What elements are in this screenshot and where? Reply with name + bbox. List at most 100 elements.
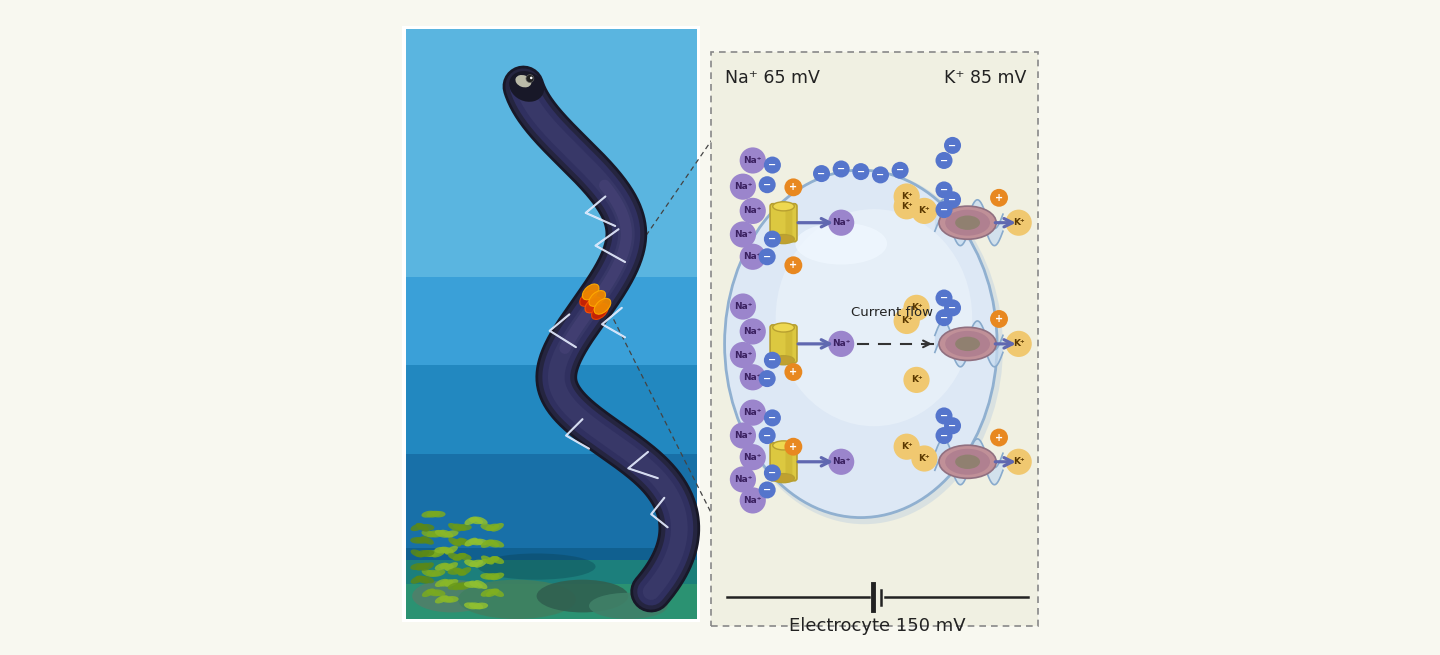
- Circle shape: [730, 293, 756, 320]
- Text: Na⁺: Na⁺: [734, 350, 752, 360]
- Text: +: +: [995, 314, 1004, 324]
- Text: +: +: [789, 441, 798, 452]
- FancyBboxPatch shape: [406, 548, 697, 619]
- Ellipse shape: [595, 299, 611, 314]
- Circle shape: [903, 367, 930, 393]
- Text: Na⁺: Na⁺: [743, 327, 762, 336]
- Ellipse shape: [452, 523, 467, 531]
- Text: +: +: [995, 432, 1004, 443]
- Ellipse shape: [445, 596, 458, 603]
- Circle shape: [991, 310, 1008, 328]
- Ellipse shape: [431, 511, 445, 517]
- Ellipse shape: [795, 223, 887, 265]
- Text: −: −: [763, 252, 772, 262]
- Circle shape: [740, 364, 766, 390]
- Ellipse shape: [458, 538, 472, 546]
- Ellipse shape: [420, 536, 435, 544]
- Ellipse shape: [726, 170, 1002, 524]
- Text: Na⁺: Na⁺: [743, 156, 762, 165]
- Ellipse shape: [445, 530, 458, 538]
- Ellipse shape: [458, 580, 576, 619]
- FancyBboxPatch shape: [770, 325, 796, 363]
- Ellipse shape: [485, 557, 500, 563]
- Circle shape: [740, 400, 766, 426]
- Circle shape: [730, 174, 756, 200]
- Text: Na⁺: Na⁺: [734, 182, 752, 191]
- Text: K⁺: K⁺: [1012, 218, 1024, 227]
- Text: −: −: [877, 170, 884, 180]
- Text: +: +: [789, 260, 798, 271]
- Ellipse shape: [469, 559, 482, 568]
- Text: Current flow: Current flow: [851, 306, 933, 319]
- Text: +: +: [995, 193, 1004, 203]
- Ellipse shape: [410, 524, 425, 531]
- Ellipse shape: [415, 523, 429, 531]
- Text: −: −: [763, 430, 772, 441]
- Text: −: −: [940, 430, 948, 441]
- Circle shape: [730, 466, 756, 493]
- Text: −: −: [769, 468, 776, 478]
- Text: K⁺: K⁺: [901, 192, 913, 201]
- Ellipse shape: [435, 530, 448, 538]
- Ellipse shape: [510, 71, 544, 102]
- Text: K⁺: K⁺: [901, 202, 913, 211]
- Ellipse shape: [955, 337, 981, 351]
- Circle shape: [945, 417, 960, 434]
- Ellipse shape: [516, 75, 531, 87]
- Text: K⁺: K⁺: [901, 316, 913, 326]
- Ellipse shape: [582, 284, 599, 300]
- Ellipse shape: [435, 563, 448, 571]
- Ellipse shape: [439, 595, 454, 603]
- Ellipse shape: [426, 590, 441, 596]
- Ellipse shape: [464, 559, 478, 567]
- Text: −: −: [949, 421, 956, 431]
- Ellipse shape: [485, 573, 500, 580]
- Ellipse shape: [490, 524, 504, 531]
- Text: K⁺: K⁺: [919, 454, 930, 463]
- Ellipse shape: [773, 323, 795, 332]
- Ellipse shape: [585, 297, 602, 313]
- Ellipse shape: [441, 546, 454, 555]
- Circle shape: [832, 160, 850, 178]
- Ellipse shape: [448, 538, 461, 546]
- Ellipse shape: [452, 582, 467, 590]
- Ellipse shape: [491, 572, 504, 580]
- Ellipse shape: [469, 581, 484, 588]
- Circle shape: [759, 370, 776, 387]
- Ellipse shape: [773, 202, 795, 211]
- Circle shape: [991, 428, 1008, 447]
- Ellipse shape: [435, 547, 449, 553]
- Text: −: −: [763, 179, 772, 190]
- Text: −: −: [857, 166, 865, 177]
- Ellipse shape: [491, 555, 504, 565]
- Circle shape: [740, 244, 766, 270]
- Ellipse shape: [481, 539, 494, 548]
- Text: −: −: [763, 485, 772, 495]
- Ellipse shape: [773, 441, 795, 450]
- Text: Na⁺: Na⁺: [743, 373, 762, 382]
- Ellipse shape: [773, 356, 795, 365]
- Text: Na⁺: Na⁺: [734, 230, 752, 239]
- Ellipse shape: [410, 563, 425, 570]
- Ellipse shape: [420, 576, 435, 583]
- Ellipse shape: [410, 576, 425, 584]
- FancyBboxPatch shape: [406, 365, 697, 472]
- Text: −: −: [769, 413, 776, 423]
- Text: Na⁺: Na⁺: [832, 339, 851, 348]
- Text: −: −: [763, 373, 772, 384]
- Circle shape: [894, 183, 920, 210]
- FancyBboxPatch shape: [406, 584, 697, 619]
- Circle shape: [891, 162, 909, 179]
- Circle shape: [530, 77, 533, 79]
- Ellipse shape: [426, 550, 441, 557]
- Text: K⁺: K⁺: [919, 206, 930, 215]
- Circle shape: [763, 157, 780, 174]
- Ellipse shape: [448, 524, 462, 531]
- Circle shape: [740, 487, 766, 514]
- Ellipse shape: [420, 549, 433, 558]
- Text: −: −: [949, 303, 956, 313]
- Ellipse shape: [776, 209, 972, 426]
- Ellipse shape: [415, 576, 429, 583]
- Circle shape: [740, 444, 766, 470]
- Ellipse shape: [478, 553, 596, 580]
